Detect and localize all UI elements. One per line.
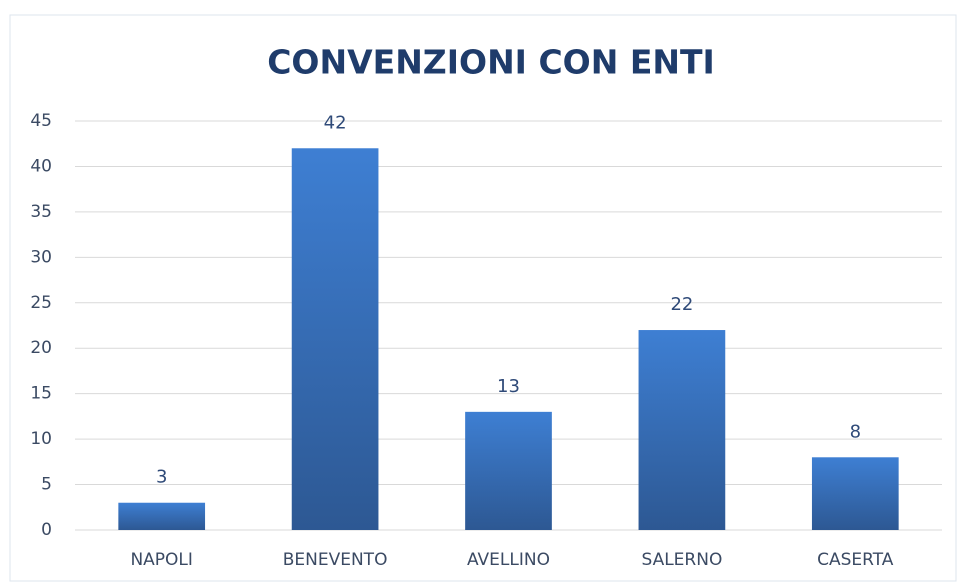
x-tick-label: NAPOLI [130,550,192,570]
y-tick-label: 45 [30,111,52,131]
bar [118,502,206,530]
y-tick-label: 10 [30,429,52,449]
y-tick-label: 40 [30,156,52,176]
data-label: 13 [497,376,520,397]
y-tick-label: 30 [30,247,52,267]
y-tick-label: 15 [30,384,52,404]
y-tick-label: 35 [30,202,52,222]
chart-title: CONVENZIONI CON ENTI [267,43,715,82]
y-tick-label: 20 [30,338,52,358]
x-tick-label: AVELLINO [467,550,550,570]
bar [811,457,899,530]
y-tick-label: 0 [41,520,52,540]
x-tick-label: BENEVENTO [283,550,388,570]
x-tick-label: SALERNO [641,550,722,570]
data-label: 22 [670,294,693,315]
bar [291,148,379,530]
data-label: 3 [156,467,167,488]
data-label: 42 [324,112,347,133]
bar [638,330,726,530]
y-tick-label: 5 [41,475,52,495]
data-label: 8 [850,421,861,442]
y-tick-label: 25 [30,293,52,313]
bar [465,411,552,530]
x-tick-label: CASERTA [817,550,894,570]
